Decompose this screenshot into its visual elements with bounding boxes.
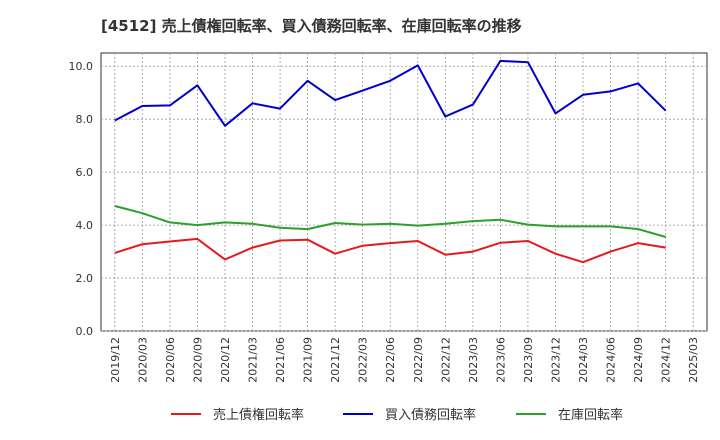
x-tick-label: 2025/03 [687,337,700,383]
x-tick-label: 2021/12 [329,337,342,383]
x-tick-label: 2022/09 [412,337,425,383]
x-tick-label: 2024/06 [605,337,618,383]
x-tick-label: 2024/09 [632,337,645,383]
plot-area [100,52,708,332]
x-tick-label: 2024/12 [660,337,673,383]
y-tick-label: 6.0 [76,166,94,179]
legend-label: 在庫回転率 [558,407,623,423]
x-tick-label: 2021/09 [302,337,315,383]
y-tick-label: 0.0 [76,325,94,338]
y-tick-label: 8.0 [76,113,94,126]
series-line [114,205,666,238]
x-tick-label: 2022/12 [439,337,452,383]
x-tick-label: 2022/06 [384,337,397,383]
y-tick-label: 2.0 [76,272,94,285]
series-line [114,237,666,264]
x-tick-label: 2020/06 [164,337,177,383]
chart-title: [4512] 売上債権回転率、買入債務回転率、在庫回転率の推移 [101,17,522,35]
x-axis-ticks: 2019/12 2020/03 2020/06 2020/09 2020/12 2021/… [109,337,700,383]
x-tick-label: 2019/12 [109,337,122,383]
legend: 売上債権回転率 買入債務回転率 在庫回転率 [171,407,623,423]
x-tick-label: 2024/03 [577,337,590,383]
x-tick-label: 2020/12 [219,337,232,383]
series-lines [114,59,667,264]
x-tick-label: 2022/03 [357,337,370,383]
x-tick-label: 2021/06 [274,337,287,383]
y-tick-label: 4.0 [76,219,94,232]
x-tick-label: 2021/03 [247,337,260,383]
x-tick-label: 2023/03 [467,337,480,383]
y-tick-label: 10.0 [69,60,94,73]
legend-label: 買入債務回転率 [385,407,476,423]
series-line [114,59,667,127]
x-tick-label: 2020/03 [136,337,149,383]
x-tick-label: 2023/12 [550,337,563,383]
x-tick-label: 2023/06 [494,337,507,383]
legend-label: 売上債権回転率 [213,407,304,423]
x-tick-label: 2023/09 [522,337,535,383]
x-tick-label: 2020/09 [191,337,204,383]
y-gridlines [101,65,707,332]
y-axis-ticks: 0.0 2.0 4.0 6.0 8.0 10.0 [69,60,94,338]
